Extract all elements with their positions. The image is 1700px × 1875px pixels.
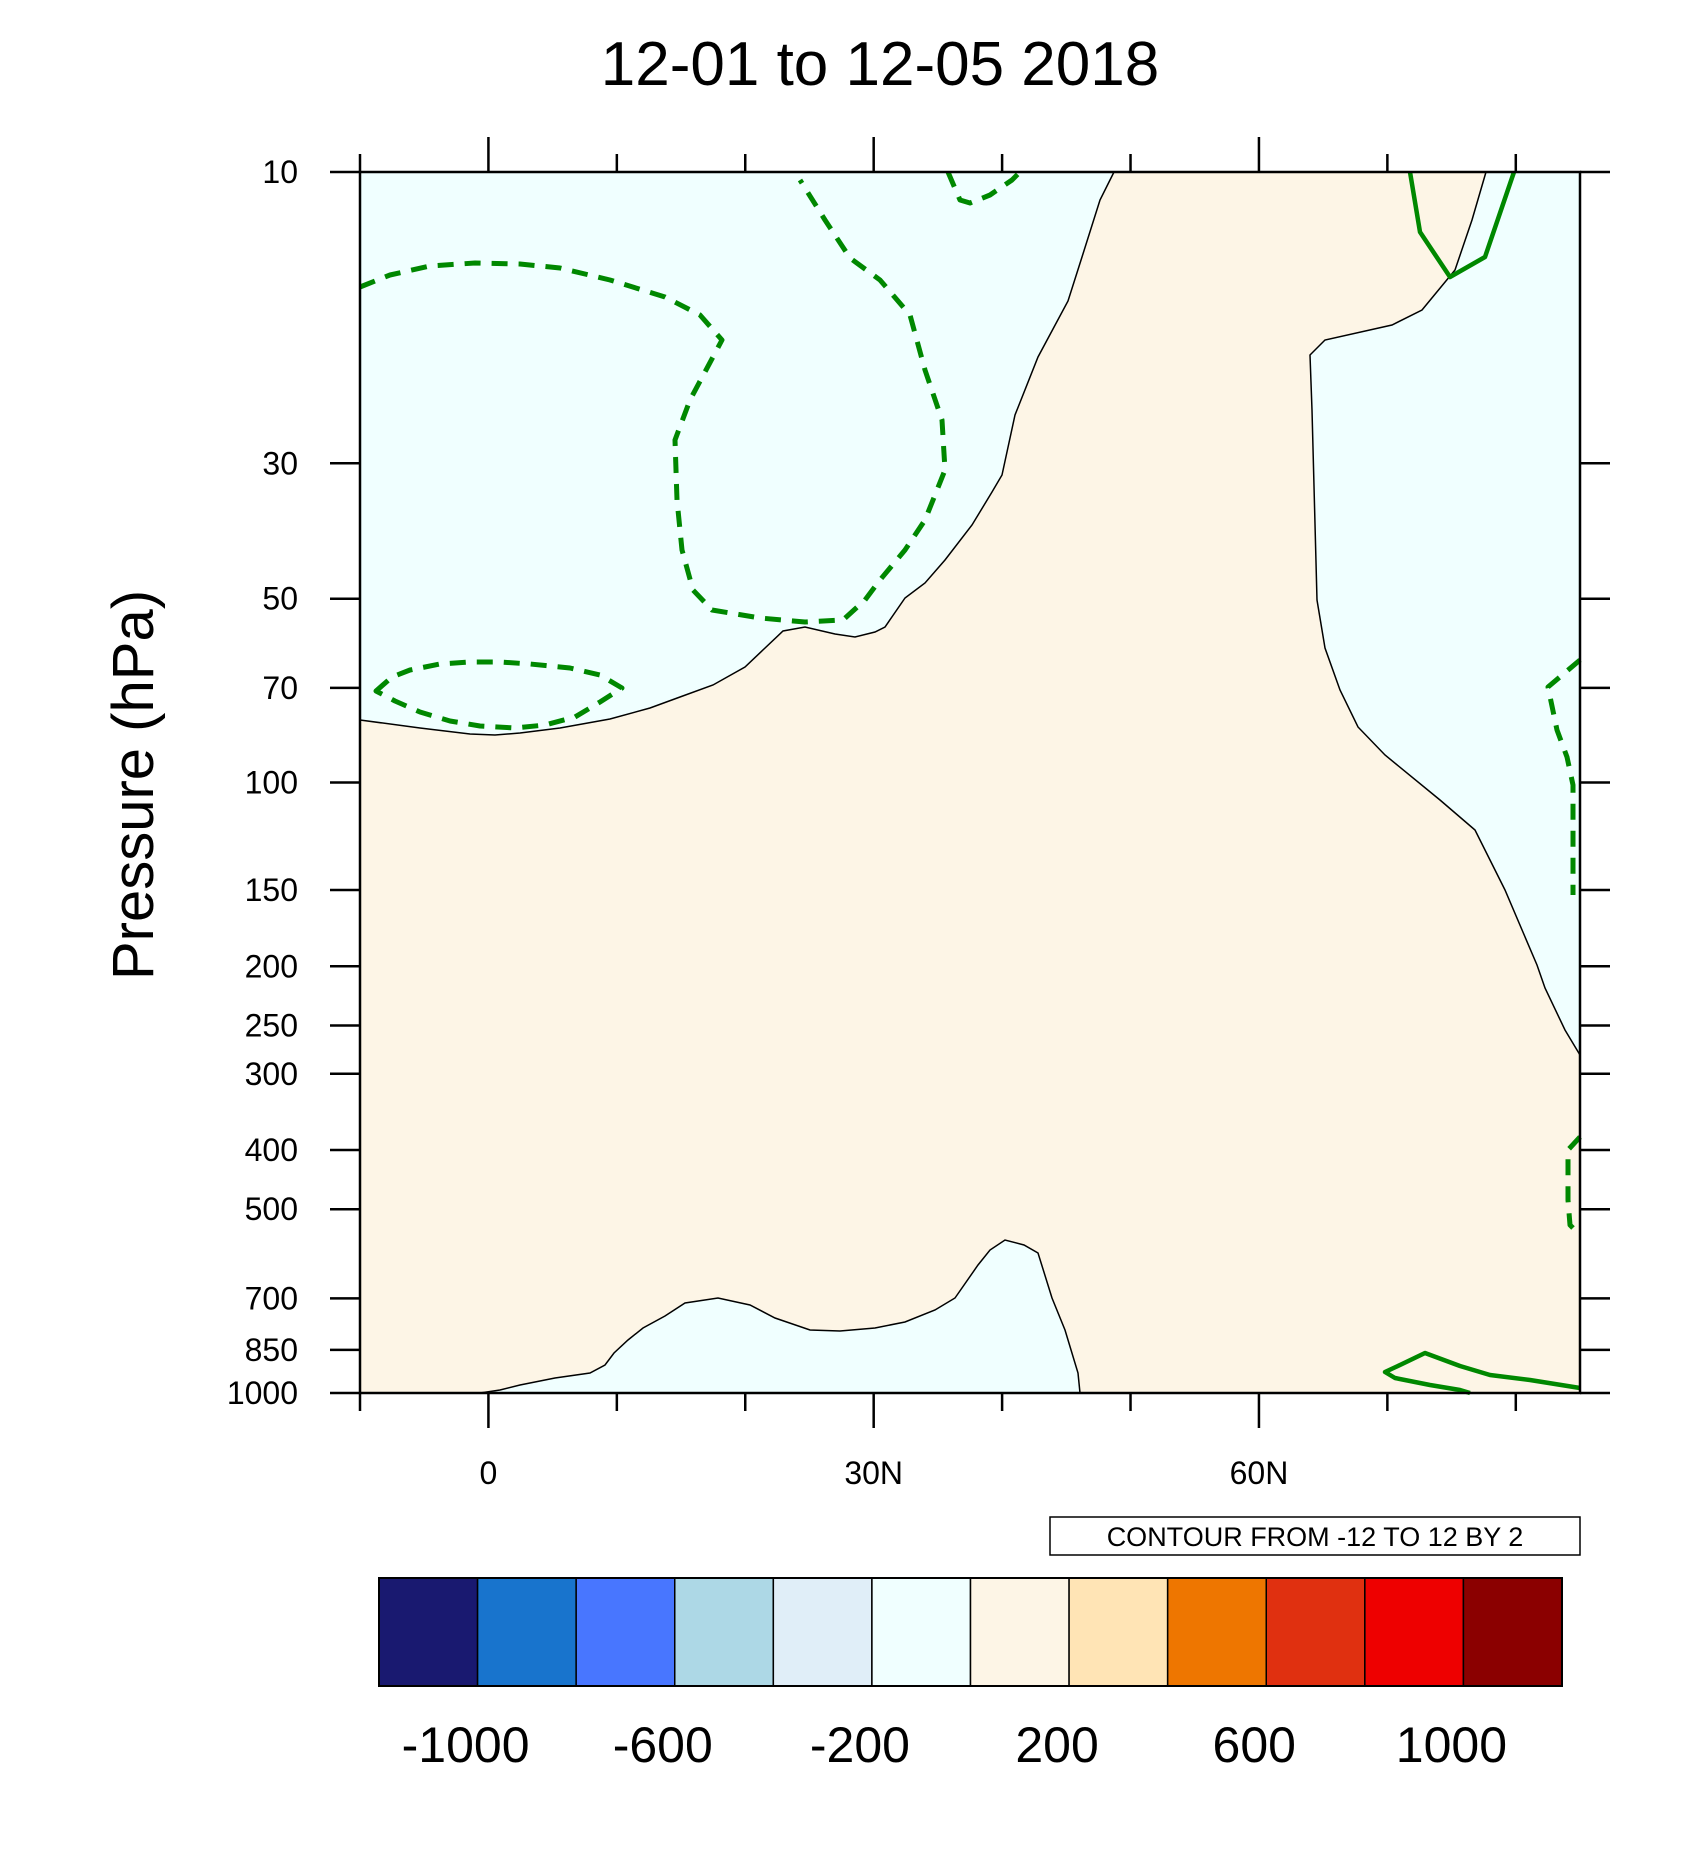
zero-contour-line-2 — [1309, 171, 1581, 1056]
colorbar-swatch — [575, 1577, 676, 1687]
positive-contour-line-1 — [1407, 171, 1517, 280]
contour-info-frame — [1049, 1516, 1581, 1556]
colorbar-swatch — [378, 1577, 479, 1687]
colorbar-swatch — [969, 1577, 1070, 1687]
negative-contour-line-3 — [373, 659, 625, 731]
positive-region — [360, 172, 1580, 1393]
y-tick-label: 100 — [245, 765, 298, 801]
y-tick-label: 300 — [245, 1056, 298, 1092]
y-tick-label: 150 — [245, 872, 298, 908]
colorbar-frame — [378, 1577, 1563, 1687]
zero-contour-line-3 — [479, 1239, 1081, 1394]
y-tick-label: 400 — [245, 1132, 298, 1168]
plot-area — [358, 170, 1582, 1396]
x-tick-label: 60N — [1230, 1455, 1289, 1491]
y-tick-label: 50 — [262, 581, 298, 617]
y-tick-label: 850 — [245, 1332, 298, 1368]
y-axis-ticks: 10 30 50 70 100 150 200 250 300 400 500 700 850 1000 — [227, 154, 1610, 1411]
colorbar-label: 1000 — [1396, 1717, 1507, 1773]
contour-info-text: CONTOUR FROM -12 TO 12 BY 2 — [1107, 1522, 1524, 1552]
colorbar-swatch — [1364, 1577, 1465, 1687]
contour-info-box: CONTOUR FROM -12 TO 12 BY 2 — [1049, 1516, 1581, 1556]
x-axis-ticks: 0 30N 60N — [358, 137, 1518, 1491]
colorbar: -1000 -600 -200 200 600 1000 — [378, 1577, 1563, 1773]
colorbar-swatch — [476, 1577, 577, 1687]
y-tick-label: 70 — [262, 670, 298, 706]
chart-title: 12-01 to 12-05 2018 — [601, 30, 1159, 99]
zero-contour-line-1 — [359, 171, 1115, 736]
colorbar-swatch — [772, 1577, 873, 1687]
colorbar-swatch — [1068, 1577, 1169, 1687]
colorbar-label: -1000 — [402, 1717, 530, 1773]
colorbar-label: 600 — [1213, 1717, 1296, 1773]
y-axis-label: Pressure (hPa) — [101, 590, 166, 980]
colorbar-swatch — [1462, 1577, 1563, 1687]
y-tick-label: 700 — [245, 1280, 298, 1316]
x-tick-label: 30N — [844, 1455, 903, 1491]
y-tick-label: 200 — [245, 948, 298, 984]
y-tick-label: 30 — [262, 445, 298, 481]
colorbar-swatch — [1265, 1577, 1366, 1687]
colorbar-swatch — [871, 1577, 972, 1687]
colorbar-label: -200 — [810, 1717, 910, 1773]
positive-contour-line-2 — [1382, 1350, 1581, 1396]
y-tick-label: 10 — [262, 154, 298, 190]
colorbar-label: -600 — [613, 1717, 713, 1773]
colorbar-swatch — [1166, 1577, 1267, 1687]
x-tick-label: 0 — [480, 1455, 498, 1491]
negative-contour-line-5 — [1565, 1135, 1582, 1237]
y-tick-label: 1000 — [227, 1375, 298, 1411]
negative-contour-line-2 — [945, 170, 1022, 206]
y-tick-label: 500 — [245, 1191, 298, 1227]
y-tick-label: 250 — [245, 1007, 298, 1043]
colorbar-label: 200 — [1015, 1717, 1098, 1773]
colorbar-swatch — [674, 1577, 775, 1687]
negative-contour-line-1 — [359, 178, 948, 625]
negative-contour-line-4 — [1545, 658, 1582, 895]
